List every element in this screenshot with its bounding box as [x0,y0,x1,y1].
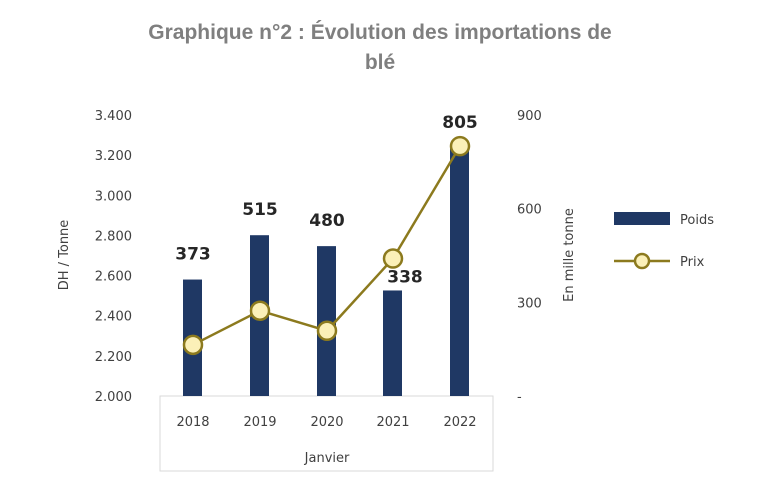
marker-prix-2021 [382,248,404,269]
left-axis-tick-label: 2.200 [95,350,132,365]
legend-prix-label: Prix [680,255,705,270]
right-axis-tick-label: 600 [517,203,542,218]
left-axis-tick-label: 2.000 [95,390,132,405]
left-axis-tick-label: 2.600 [95,270,132,285]
chart-title: Graphique n°2 : Évolution des importatio… [90,18,670,78]
chart-title-line1: Graphique n°2 : Évolution des importatio… [148,21,612,44]
left-axis-tick-label: 2.400 [95,310,132,325]
data-label-poids: 338 [387,267,423,287]
data-label-poids: 480 [309,211,345,231]
marker-prix-2018 [182,334,204,356]
left-axis-label: DH / Tonne [57,220,72,291]
left-axis-tick-label: 3.200 [95,149,132,164]
chart-title-line2: blé [364,51,396,74]
x-tick-label: 2021 [376,415,409,430]
right-axis-label: En mille tonne [562,208,577,302]
data-label-poids: 805 [442,113,478,133]
right-axis-tick-label: 300 [517,296,542,311]
left-axis-tick-label: 3.000 [95,189,132,204]
x-axis-label: Janvier [304,451,350,466]
x-tick-label: 2019 [243,415,276,430]
data-label-poids: 373 [175,245,211,265]
bar-poids-2021 [383,290,402,396]
marker-prix-2019 [249,300,271,321]
x-tick-label: 2022 [443,415,476,430]
legend-poids-label: Poids [680,213,714,228]
left-axis-tick-label: 2.800 [95,229,132,244]
marker-prix-2022 [449,135,471,157]
marker-prix-2020 [316,320,338,342]
bar-poids-2022 [450,144,469,396]
data-label-poids: 515 [242,200,278,220]
legend-poids-swatch [614,212,670,225]
x-tick-label: 2020 [310,415,343,430]
legend-prix-marker [633,252,651,270]
right-axis-tick-label: - [517,390,522,405]
right-axis-tick-label: 900 [517,109,542,124]
x-tick-label: 2018 [176,415,209,430]
left-axis-tick-label: 3.400 [95,109,132,124]
